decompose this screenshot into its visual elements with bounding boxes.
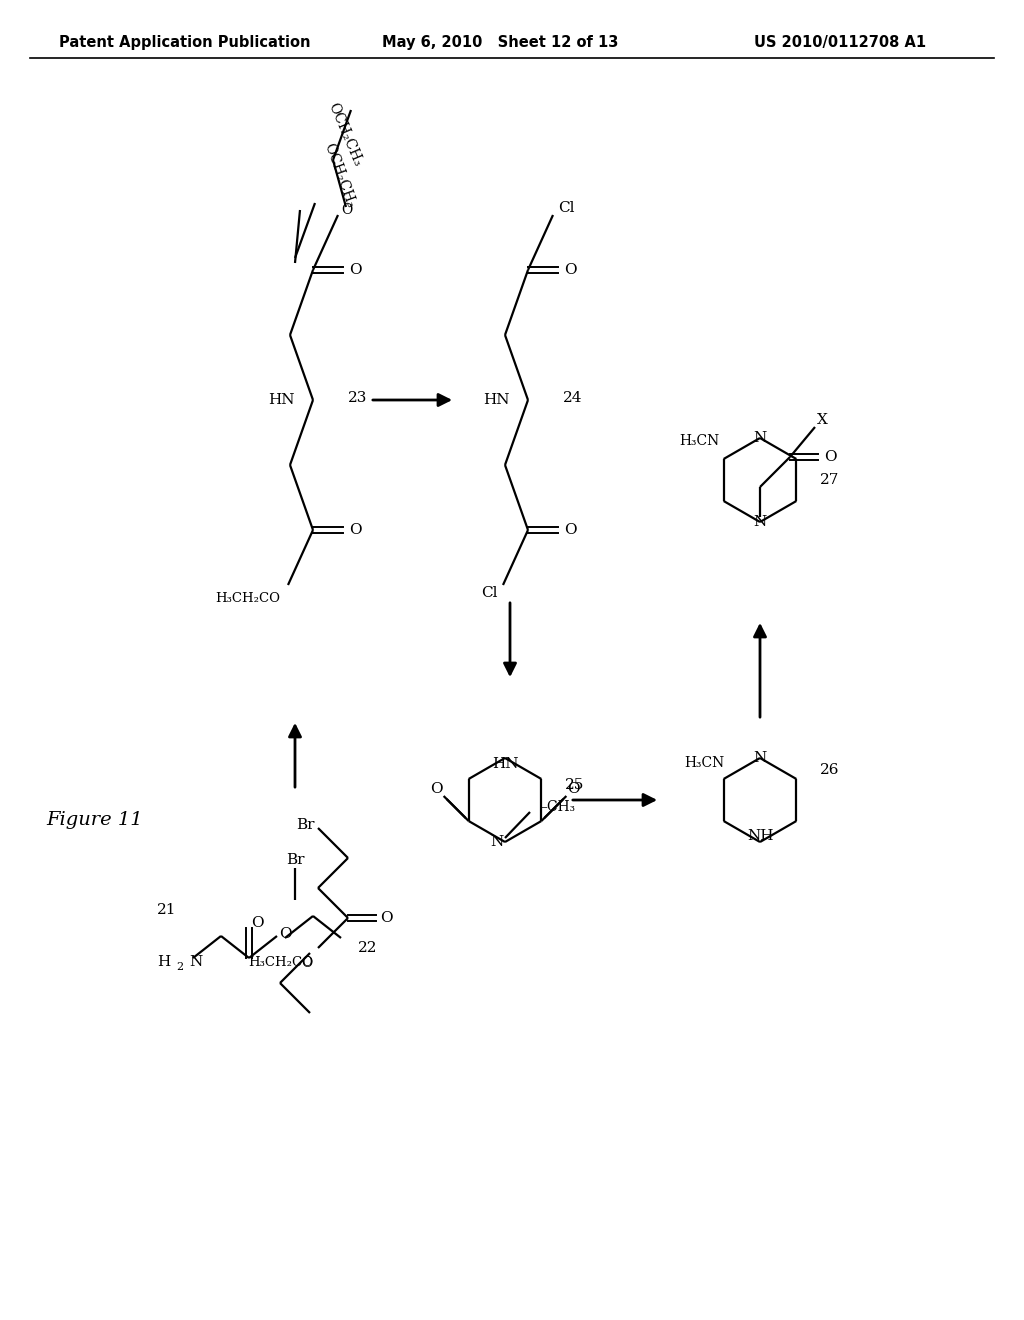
- Text: N: N: [490, 836, 504, 849]
- Text: O: O: [563, 263, 577, 277]
- Text: O: O: [349, 263, 361, 277]
- Text: H₃CH₂CO: H₃CH₂CO: [215, 591, 280, 605]
- Text: 25: 25: [565, 777, 585, 792]
- Text: O: O: [380, 911, 392, 925]
- Text: H: H: [157, 954, 170, 969]
- Text: O: O: [341, 203, 352, 216]
- Text: 2: 2: [176, 962, 183, 972]
- Text: OCH₂CH₃: OCH₂CH₃: [326, 102, 365, 169]
- Text: HN: HN: [492, 756, 518, 771]
- Text: Figure 11: Figure 11: [47, 810, 143, 829]
- Text: NH: NH: [746, 829, 773, 843]
- Text: O: O: [567, 781, 580, 796]
- Text: H₃CN: H₃CN: [680, 434, 720, 447]
- Text: Patent Application Publication: Patent Application Publication: [59, 34, 310, 49]
- Text: H₃CN: H₃CN: [685, 756, 725, 770]
- Text: X: X: [816, 413, 827, 426]
- Text: Br: Br: [296, 818, 314, 832]
- Text: O: O: [349, 523, 361, 537]
- Text: May 6, 2010   Sheet 12 of 13: May 6, 2010 Sheet 12 of 13: [382, 34, 618, 49]
- Text: O: O: [251, 916, 263, 931]
- Text: OCH₂CH₃: OCH₂CH₃: [322, 141, 358, 209]
- Text: N: N: [754, 515, 767, 529]
- Text: 23: 23: [348, 391, 368, 405]
- Text: 24: 24: [563, 391, 583, 405]
- Text: N: N: [754, 751, 767, 766]
- Text: HN: HN: [483, 393, 510, 407]
- Text: –CH₃: –CH₃: [540, 800, 575, 814]
- Text: 27: 27: [820, 473, 840, 487]
- Text: HN: HN: [268, 393, 295, 407]
- Text: O: O: [302, 956, 313, 970]
- Text: 21: 21: [158, 903, 177, 917]
- Text: O: O: [823, 450, 837, 465]
- Text: O: O: [563, 523, 577, 537]
- Text: Br: Br: [286, 853, 304, 867]
- Text: O: O: [279, 927, 291, 941]
- Text: US 2010/0112708 A1: US 2010/0112708 A1: [754, 34, 926, 49]
- Text: 22: 22: [358, 941, 378, 954]
- Text: N: N: [189, 954, 203, 969]
- Text: N: N: [754, 432, 767, 445]
- Text: O: O: [430, 781, 443, 796]
- Text: 26: 26: [820, 763, 840, 777]
- Text: H₃CH₂CO: H₃CH₂CO: [248, 957, 313, 969]
- Text: Cl: Cl: [481, 586, 498, 601]
- Text: Cl: Cl: [558, 201, 574, 215]
